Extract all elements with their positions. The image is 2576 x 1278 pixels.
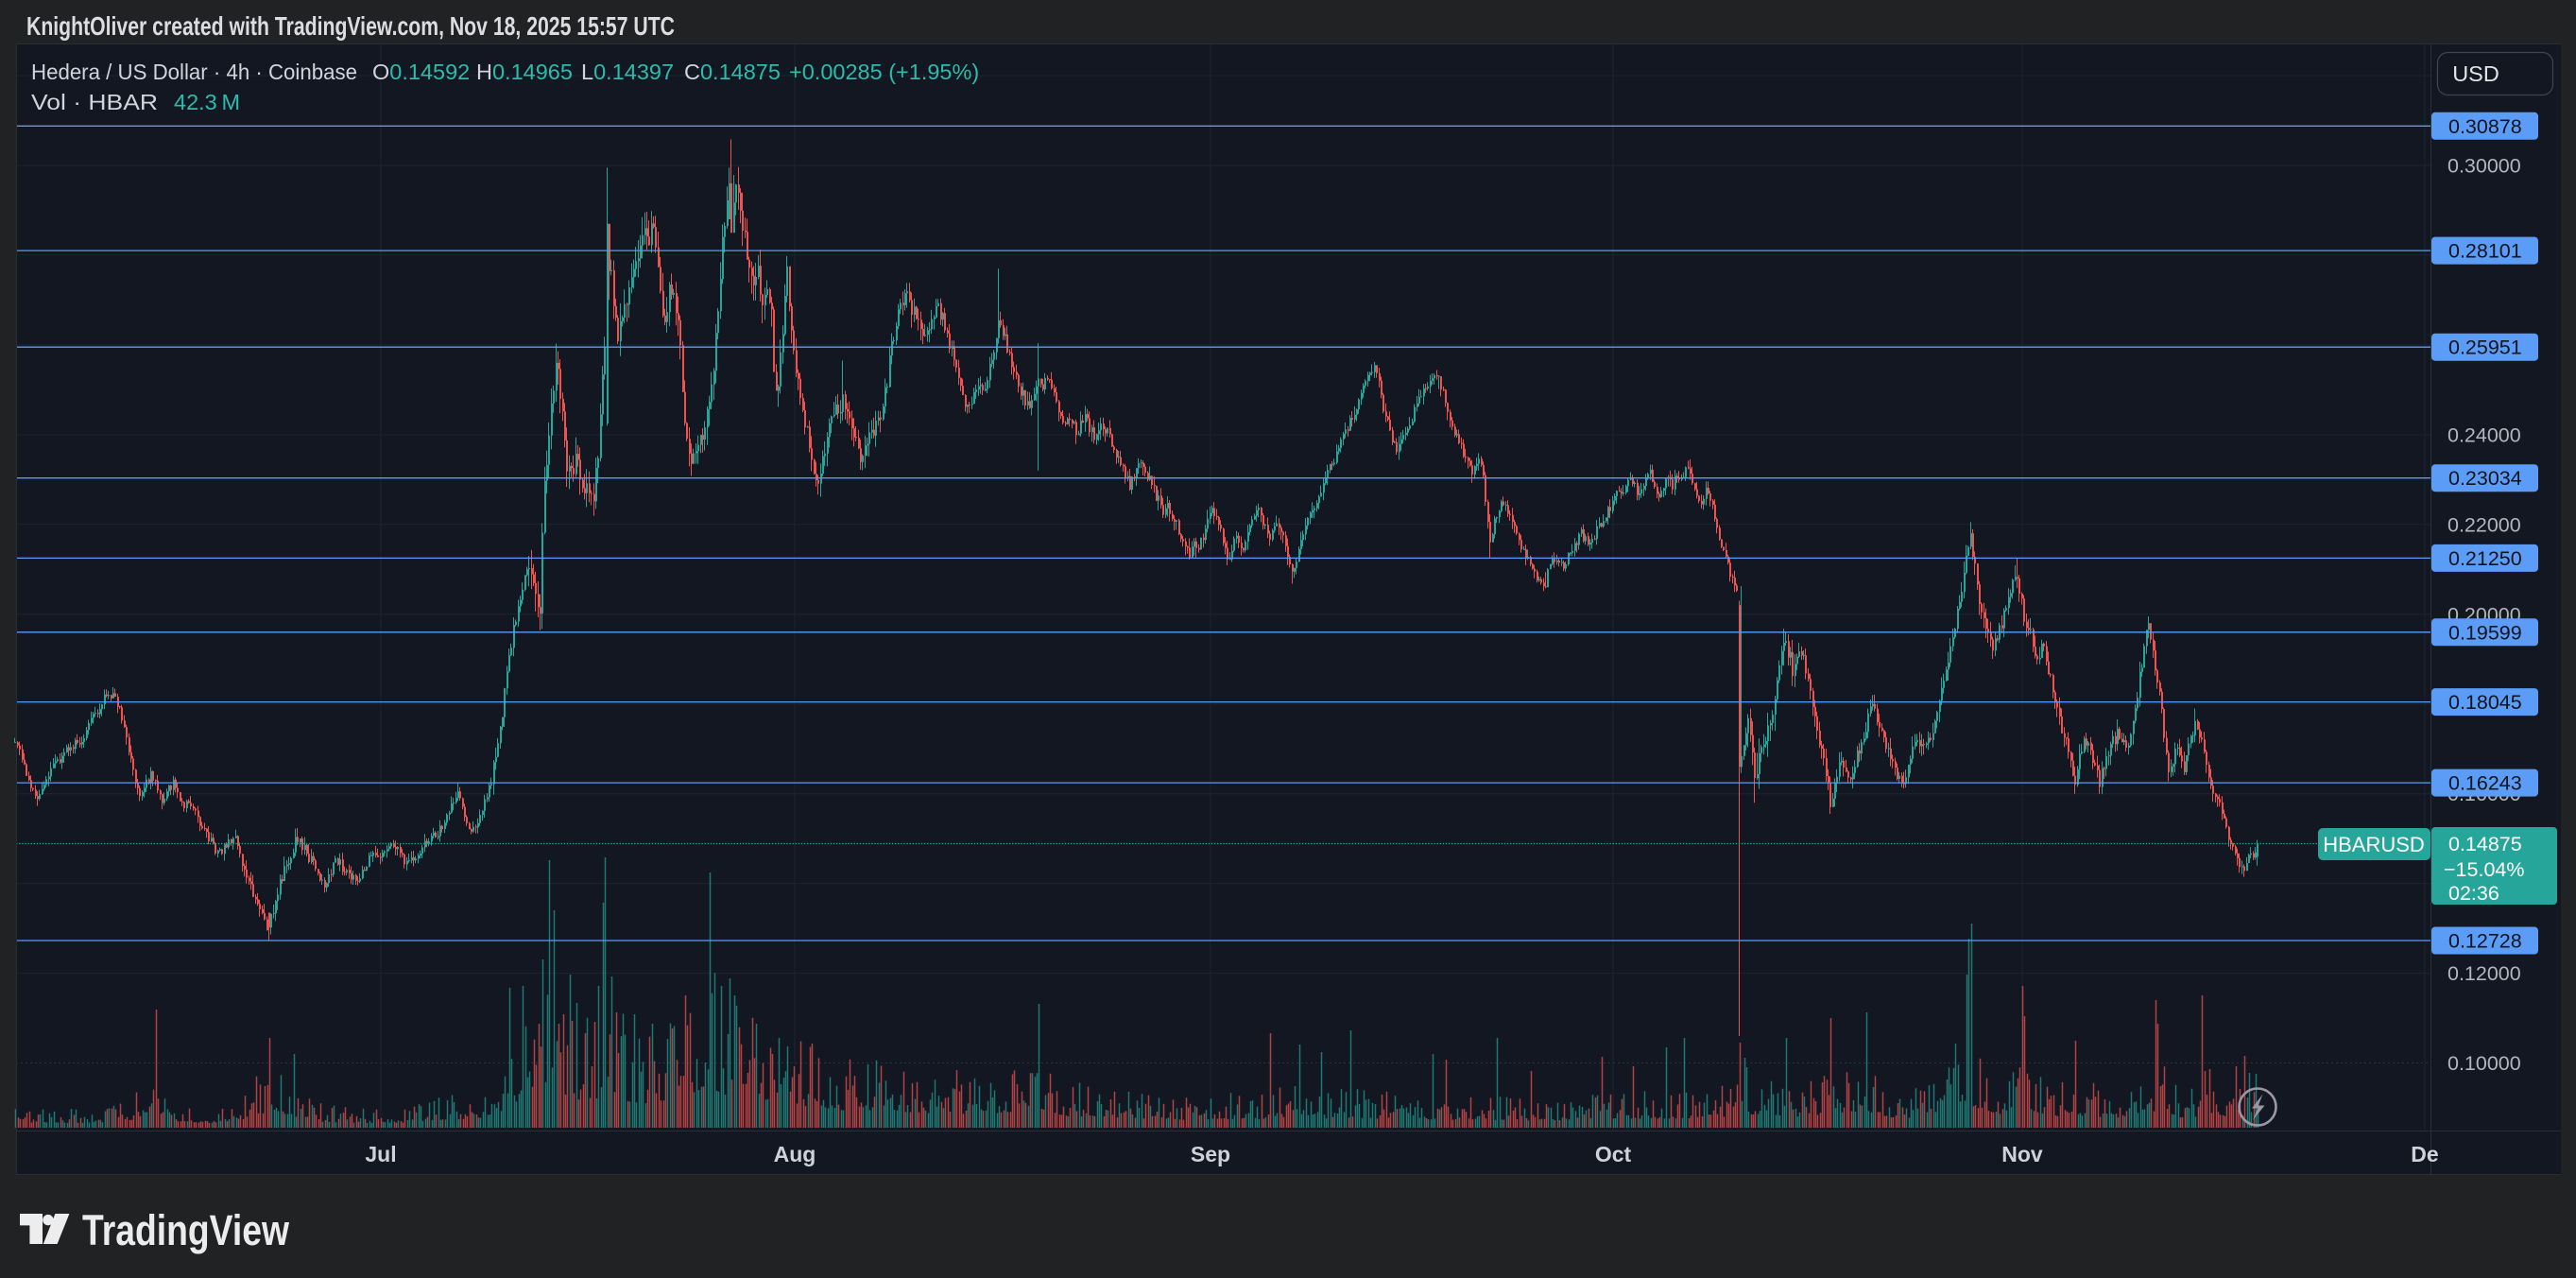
svg-text:Oct: Oct: [1595, 1142, 1632, 1166]
svg-text:KnightOliver created with Trad: KnightOliver created with TradingView.co…: [26, 11, 675, 41]
svg-text:0.30878: 0.30878: [2448, 115, 2522, 138]
svg-text:Aug: Aug: [774, 1142, 816, 1166]
svg-text:0.18045: 0.18045: [2448, 691, 2522, 714]
svg-text:Nov: Nov: [2001, 1142, 2043, 1166]
svg-text:0.12728: 0.12728: [2448, 930, 2522, 953]
svg-text:Sep: Sep: [1191, 1142, 1230, 1166]
svg-text:Vol · HBAR: Vol · HBAR: [31, 90, 158, 114]
svg-text:0.23034: 0.23034: [2448, 467, 2522, 490]
svg-text:02:36: 02:36: [2448, 882, 2499, 905]
svg-text:0.16243: 0.16243: [2448, 772, 2522, 795]
svg-text:0.25951: 0.25951: [2448, 337, 2522, 359]
svg-text:0.19599: 0.19599: [2448, 621, 2522, 644]
svg-text:HBARUSD: HBARUSD: [2323, 833, 2425, 856]
svg-text:0.24000: 0.24000: [2447, 423, 2521, 446]
svg-text:0.28101: 0.28101: [2448, 240, 2522, 263]
svg-text:0.10000: 0.10000: [2447, 1052, 2521, 1075]
svg-text:Jul: Jul: [365, 1142, 396, 1166]
svg-text:0.12000: 0.12000: [2447, 962, 2521, 985]
svg-text:−15.04%: −15.04%: [2444, 858, 2524, 881]
svg-text:USD: USD: [2452, 61, 2499, 86]
svg-text:42.3 M: 42.3 M: [174, 90, 240, 114]
svg-text:De: De: [2411, 1142, 2438, 1166]
svg-text:0.21250: 0.21250: [2448, 547, 2522, 570]
svg-text:TradingView: TradingView: [82, 1206, 290, 1254]
svg-text:0.30000: 0.30000: [2447, 155, 2521, 178]
svg-text:0.14875: 0.14875: [2448, 833, 2522, 855]
svg-text:Hedera / US Dollar · 4h · Coin: Hedera / US Dollar · 4h · Coinbase: [31, 60, 357, 84]
svg-text:0.22000: 0.22000: [2447, 513, 2521, 536]
